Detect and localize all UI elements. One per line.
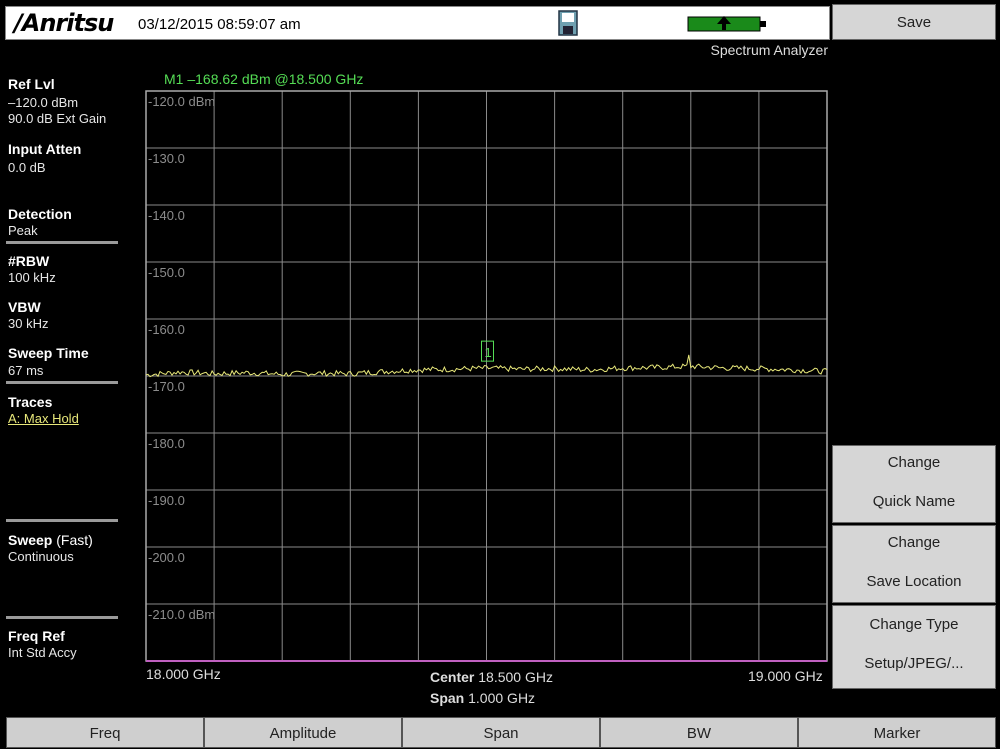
battery-power-icon <box>686 15 776 33</box>
span-key[interactable]: Span <box>402 717 600 748</box>
change-save-location-label-1: Change <box>887 534 941 551</box>
sweep-label-group: Sweep (Fast) <box>8 532 93 548</box>
change-quick-name-label-2: Quick Name <box>872 493 956 510</box>
rbw-value: 100 kHz <box>8 270 56 285</box>
vbw-label: VBW <box>8 299 41 315</box>
sweep-speed: (Fast) <box>56 532 93 548</box>
stop-freq: 19.000 GHz <box>748 668 823 684</box>
spectrum-plot[interactable]: -120.0 dBm -130.0 -140.0 -150.0 -160.0 -170.0… <box>140 86 832 668</box>
traces-value[interactable]: A: Max Hold <box>8 411 79 426</box>
change-type-label-1: Change Type <box>869 616 959 633</box>
change-quick-name-button[interactable]: Change Quick Name <box>832 445 996 523</box>
y-tick-label: -200.0 <box>148 550 185 565</box>
ref-level-label: Ref Lvl <box>8 76 55 92</box>
sweep-label: Sweep <box>8 532 53 548</box>
span-label: Span <box>430 690 465 706</box>
marker-readout: M1 –168.62 dBm @18.500 GHz <box>164 71 364 87</box>
divider <box>6 241 118 244</box>
y-tick-label: -180.0 <box>148 436 185 451</box>
change-type-button[interactable]: Change Type Setup/JPEG/... <box>832 605 996 689</box>
mode-label: Spectrum Analyzer <box>710 42 829 58</box>
y-tick-label: -150.0 <box>148 265 185 280</box>
center-freq: Center 18.500 GHz <box>430 669 553 685</box>
freq-key[interactable]: Freq <box>6 717 204 748</box>
y-tick-label: -120.0 dBm <box>148 94 215 109</box>
y-tick-label: -210.0 dBm <box>148 607 215 622</box>
divider <box>6 381 118 384</box>
sweep-time-label: Sweep Time <box>8 345 89 361</box>
y-tick-label: -160.0 <box>148 322 185 337</box>
marker-1-box <box>481 340 494 362</box>
span-value: 1.000 GHz <box>468 690 536 706</box>
y-tick-label: -190.0 <box>148 493 185 508</box>
date-time: 03/12/2015 08:59:07 am <box>138 16 301 33</box>
center-value: 18.500 GHz <box>478 669 553 685</box>
marker-key[interactable]: Marker <box>798 717 996 748</box>
span: Span 1.000 GHz <box>430 690 535 706</box>
center-label: Center <box>430 669 475 685</box>
change-quick-name-label-1: Change <box>887 454 941 471</box>
input-atten-value: 0.0 dB <box>8 160 46 175</box>
change-save-location-button[interactable]: Change Save Location <box>832 525 996 603</box>
save-disk-icon[interactable] <box>558 10 578 36</box>
change-save-location-label-2: Save Location <box>866 573 962 590</box>
detection-label: Detection <box>8 206 72 222</box>
sweep-value: Continuous <box>8 549 74 564</box>
freq-ref-label: Freq Ref <box>8 628 65 644</box>
rbw-label: #RBW <box>8 253 50 269</box>
anritsu-logo: /Anritsu <box>14 9 114 37</box>
traces-label: Traces <box>8 394 53 410</box>
divider <box>6 519 118 522</box>
ext-gain-value: 90.0 dB Ext Gain <box>8 111 107 126</box>
y-tick-label: -170.0 <box>148 379 185 394</box>
ref-level-value: –120.0 dBm <box>8 95 79 110</box>
status-bar: /Anritsu 03/12/2015 08:59:07 am <box>5 6 830 40</box>
change-type-label-2: Setup/JPEG/... <box>864 655 964 672</box>
amplitude-key[interactable]: Amplitude <box>204 717 402 748</box>
divider <box>6 616 118 619</box>
save-button[interactable]: Save <box>832 4 996 40</box>
freq-ref-value: Int Std Accy <box>8 645 77 660</box>
trace-a <box>145 354 828 378</box>
sweep-time-value: 67 ms <box>8 363 44 378</box>
start-freq: 18.000 GHz <box>146 666 221 682</box>
bw-key[interactable]: BW <box>600 717 798 748</box>
detection-value: Peak <box>8 223 38 238</box>
marker-1-label: 1 <box>485 345 492 360</box>
vbw-value: 30 kHz <box>8 316 49 331</box>
input-atten-label: Input Atten <box>8 141 82 157</box>
y-tick-label: -130.0 <box>148 151 185 166</box>
y-tick-label: -140.0 <box>148 208 185 223</box>
